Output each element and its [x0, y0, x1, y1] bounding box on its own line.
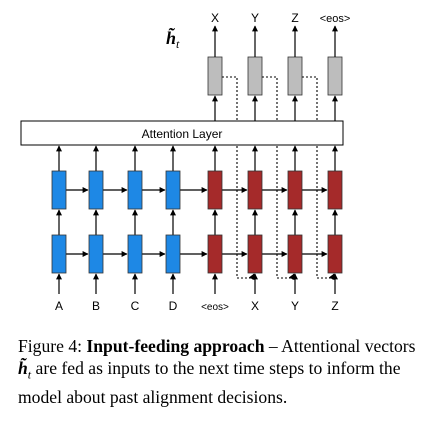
attentional-vector-label: h̃t — [166, 27, 180, 51]
encoder-cell — [88, 170, 104, 210]
diagram-graphics — [51, 25, 343, 294]
input-feeding-connection — [262, 76, 292, 279]
input-label: A — [55, 299, 63, 313]
input-feeding-arrow — [328, 273, 335, 281]
encoder-cell — [165, 234, 181, 274]
caption-math: h̃t — [18, 358, 32, 382]
attentional-vector-box — [247, 56, 263, 96]
input-label: Z — [331, 299, 338, 313]
attentional-vector-box — [207, 56, 223, 96]
decoder-cell — [207, 234, 223, 274]
input-feeding-connection — [302, 76, 332, 279]
figure-caption: Figure 4: Input-feeding approach – Atten… — [18, 335, 418, 408]
caption-part1: – Attentional vectors — [264, 336, 416, 356]
input-label: C — [131, 299, 140, 313]
input-label: B — [92, 299, 100, 313]
encoder-cell — [127, 170, 143, 210]
caption-prefix: Figure 4: — [18, 336, 87, 356]
caption-title: Input-feeding approach — [86, 336, 265, 356]
input-label: <eos> — [201, 302, 229, 313]
attention-layer-label: Attention Layer — [142, 127, 223, 141]
encoder-cell — [51, 234, 67, 274]
input-label: X — [251, 299, 259, 313]
encoder-cell — [88, 234, 104, 274]
figure-diagram: Attention Layer h̃t X Y Z <eos> A B C D … — [20, 11, 350, 313]
input-feeding-arrow — [288, 273, 295, 281]
decoder-cell — [207, 170, 223, 210]
decoder-cell — [247, 170, 263, 210]
output-labels: X Y Z <eos> — [211, 11, 350, 25]
attention-layer-box — [20, 120, 344, 146]
output-label: X — [211, 11, 219, 25]
caption-part2: are fed as inputs to the next time steps… — [18, 358, 401, 407]
attentional-vector-box — [327, 56, 343, 96]
input-label: Y — [291, 299, 299, 313]
decoder-cell — [287, 234, 303, 274]
decoder-cell — [327, 170, 343, 210]
input-feeding-connection — [222, 76, 252, 279]
encoder-cell — [165, 170, 181, 210]
input-labels: A B C D <eos> X Y Z — [55, 299, 339, 313]
encoder-cell — [51, 170, 67, 210]
input-label: D — [169, 299, 178, 313]
input-feeding-arrow — [248, 273, 255, 281]
decoder-cell — [287, 170, 303, 210]
output-label: <eos> — [320, 13, 351, 25]
output-label: Z — [291, 11, 298, 25]
output-label: Y — [251, 11, 259, 25]
encoder-cell — [127, 234, 143, 274]
decoder-cell — [327, 234, 343, 274]
decoder-cell — [247, 234, 263, 274]
attentional-vector-box — [287, 56, 303, 96]
